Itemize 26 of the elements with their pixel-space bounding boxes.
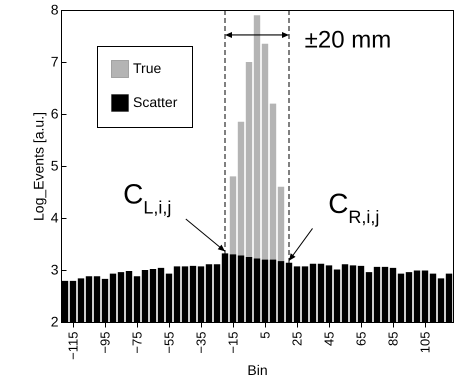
annotation: C$_{L,i,j}$ [123,178,172,218]
x-tick-label: −115 [66,332,80,360]
legend-label: True [133,60,162,76]
y-axis-title: Log_Events [a.u.] [30,112,47,221]
x-tick-label: −35 [194,332,208,354]
y-tick-label: 7 [50,54,59,70]
y-tick-label: 3 [50,262,59,278]
annotation: ±20 mm [304,26,392,54]
legend-label: Scatter [133,94,178,110]
x-axis-title: Bin [247,362,268,378]
annotation: C$_{R,i,j}$ [328,188,380,227]
x-tick-label: 25 [290,332,304,346]
x-tick-label: 105 [418,332,432,354]
x-tick-label: −15 [226,332,240,354]
x-tick-label: 5 [258,332,272,339]
y-tick-label: 8 [50,2,59,18]
x-tick-label: 85 [386,332,400,346]
y-tick-label: 4 [50,210,59,226]
y-tick-label: 5 [50,158,59,174]
x-tick-label: −55 [162,332,176,354]
x-tick-label: −95 [98,332,112,354]
y-tick-label: 2 [50,314,59,330]
y-tick-label: 6 [50,106,59,122]
x-tick-label: 65 [354,332,368,346]
x-tick-label: −75 [130,332,144,354]
x-tick-label: 45 [322,332,336,346]
